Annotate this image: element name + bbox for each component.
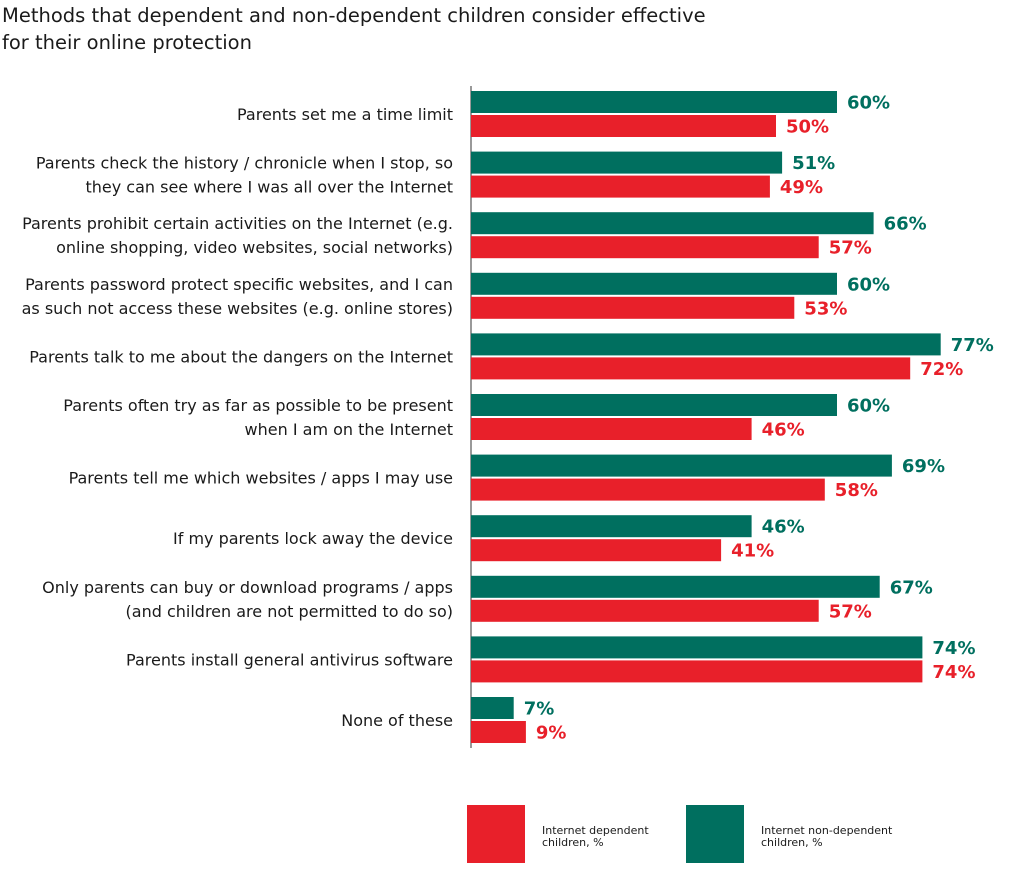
chart-title: Methods that dependent and non-dependent… xyxy=(2,4,706,54)
category-label: Parents check the history / chronicle wh… xyxy=(36,154,453,197)
value-label-non-dependent: 74% xyxy=(932,638,975,659)
bar-non-dependent xyxy=(471,575,880,598)
bar-dependent xyxy=(471,236,819,259)
bar-dependent xyxy=(471,115,776,137)
value-label-dependent: 57% xyxy=(829,601,872,622)
bar-non-dependent xyxy=(471,636,923,659)
value-label-dependent: 72% xyxy=(920,359,963,380)
value-label-non-dependent: 60% xyxy=(847,93,890,114)
category-label: Parents set me a time limit xyxy=(237,105,453,124)
value-label-non-dependent: 66% xyxy=(884,214,927,235)
category-label: Parents password protect specific websit… xyxy=(22,275,453,318)
bar-non-dependent xyxy=(471,212,874,235)
legend-swatch-non-dependent xyxy=(686,805,744,863)
category-label: Only parents can buy or download program… xyxy=(42,578,453,621)
bar-dependent xyxy=(471,478,825,501)
bar-non-dependent xyxy=(471,333,941,356)
category-label: Parents often try as far as possible to … xyxy=(63,396,453,439)
category-label: Parents talk to me about the dangers on … xyxy=(29,347,453,366)
legend-label-dependent: Internet dependent children, % xyxy=(542,824,649,849)
bar-non-dependent xyxy=(471,151,783,174)
value-label-dependent: 49% xyxy=(780,177,823,198)
value-label-dependent: 53% xyxy=(804,298,847,319)
value-label-non-dependent: 51% xyxy=(792,153,835,174)
category-label: Parents prohibit certain activities on t… xyxy=(22,214,453,257)
value-label-dependent: 50% xyxy=(786,117,829,138)
category-label: Parents tell me which websites / apps I … xyxy=(69,469,453,488)
bar-non-dependent xyxy=(471,394,837,416)
value-label-non-dependent: 46% xyxy=(762,517,805,538)
bar-non-dependent xyxy=(471,91,837,113)
bar-non-dependent xyxy=(471,454,892,477)
bar-dependent xyxy=(471,721,526,743)
category-label: Parents install general antivirus softwa… xyxy=(126,650,453,669)
value-label-non-dependent: 77% xyxy=(951,335,994,356)
bar-dependent xyxy=(471,175,770,198)
value-label-dependent: 57% xyxy=(829,238,872,259)
value-label-dependent: 74% xyxy=(932,662,975,683)
value-label-dependent: 46% xyxy=(762,420,805,441)
bar-dependent xyxy=(471,418,752,440)
value-label-non-dependent: 7% xyxy=(524,699,555,720)
bar-dependent xyxy=(471,357,911,380)
bar-dependent xyxy=(471,660,923,683)
category-label: If my parents lock away the device xyxy=(173,529,453,548)
value-label-dependent: 9% xyxy=(536,723,567,744)
bar-non-dependent xyxy=(471,697,514,719)
value-label-non-dependent: 60% xyxy=(847,274,890,295)
bar-dependent xyxy=(471,539,722,562)
legend-swatch-dependent xyxy=(467,805,525,863)
bar-dependent xyxy=(471,599,819,622)
value-label-dependent: 58% xyxy=(835,480,878,501)
value-label-non-dependent: 69% xyxy=(902,456,945,477)
value-label-non-dependent: 60% xyxy=(847,396,890,417)
bar-dependent xyxy=(471,296,795,319)
category-label: None of these xyxy=(341,711,453,730)
legend-label-non-dependent: Internet non-dependent children, % xyxy=(761,824,893,849)
bar-non-dependent xyxy=(471,515,752,538)
value-label-dependent: 41% xyxy=(731,541,774,562)
value-label-non-dependent: 67% xyxy=(890,577,933,598)
bar-non-dependent xyxy=(471,272,837,295)
